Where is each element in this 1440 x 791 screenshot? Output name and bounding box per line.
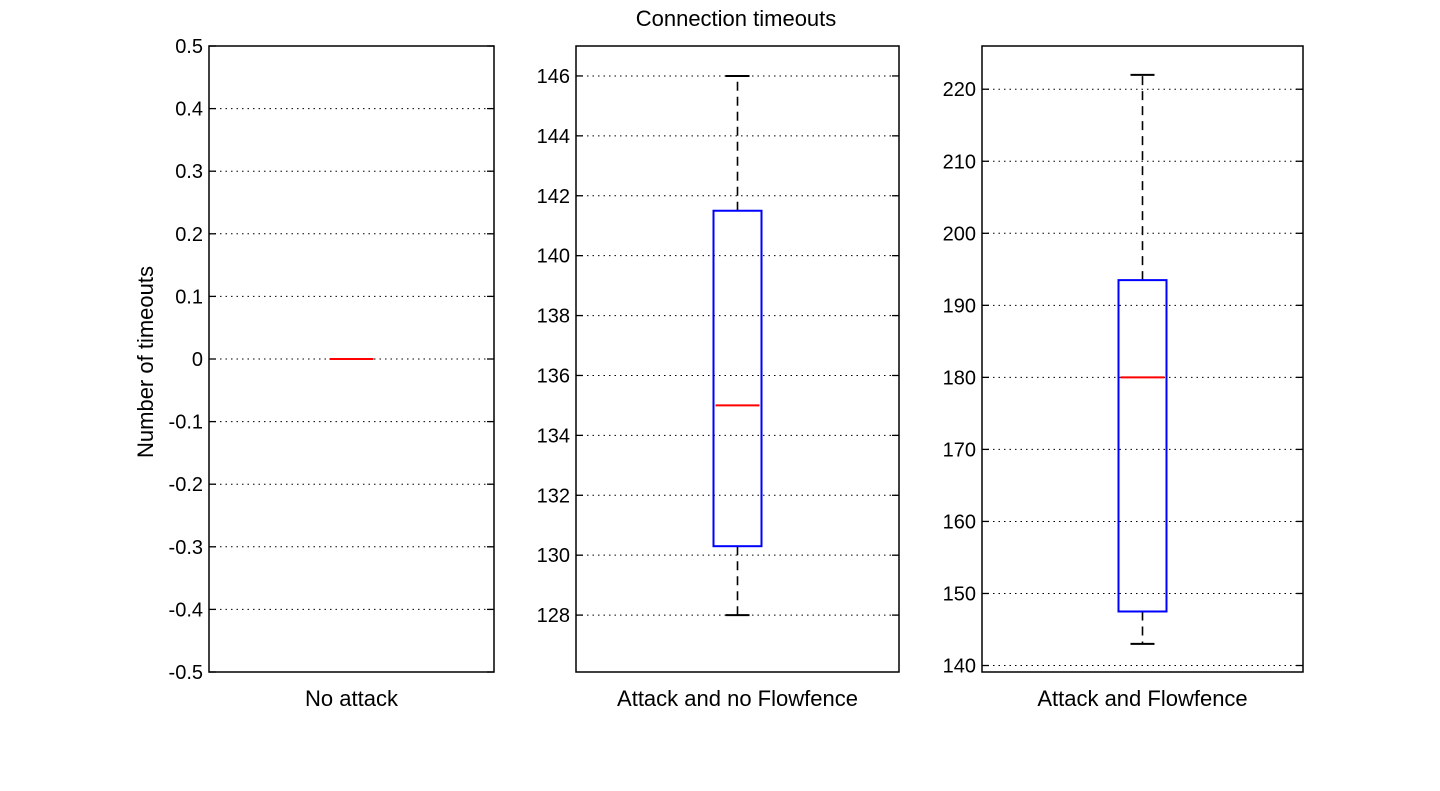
y-tick-label: 210 — [943, 151, 976, 173]
iqr-box — [1117, 279, 1168, 613]
iqr-box — [712, 209, 763, 548]
y-tick-label: -0.4 — [169, 599, 203, 621]
y-tick-label: 146 — [537, 66, 570, 88]
panel-3: 140 150 160 170 180 190 200 210 220 Attack and Fl… — [943, 45, 1304, 711]
axes-frame — [575, 45, 900, 673]
y-tick-label: 180 — [943, 367, 976, 389]
panel-2: 128 130 132 134 136 138 140 142 144 146 Attack and… — [537, 45, 900, 711]
category-label: No attack — [305, 686, 399, 711]
y-tick-label: 136 — [537, 365, 570, 387]
axes-frame — [981, 45, 1304, 673]
y-tick-label: 0.2 — [175, 224, 203, 246]
y-tick-label: 0.5 — [175, 36, 203, 58]
y-tick-label: -0.2 — [169, 474, 203, 496]
y-tick-label: 140 — [537, 246, 570, 268]
y-tick-label: 132 — [537, 485, 570, 507]
y-tick-label: 128 — [537, 605, 570, 627]
y-tick-label: 160 — [943, 511, 976, 533]
y-tick-label: 138 — [537, 306, 570, 328]
y-tick-label: 144 — [537, 126, 570, 148]
y-tick-label: 130 — [537, 545, 570, 567]
y-tick-label: 150 — [943, 583, 976, 605]
y-tick-label: -0.3 — [169, 537, 203, 559]
axes-frame — [208, 45, 495, 673]
panel-1: -0.5 -0.4 -0.3 -0.2 -0.1 0 0.1 0.2 0.3 0.4 0.5 No a… — [169, 36, 495, 711]
y-tick-label: 140 — [943, 656, 976, 678]
y-tick-label: 0.1 — [175, 286, 203, 308]
y-axis-label: Number of timeouts — [133, 266, 158, 458]
y-tick-label: 142 — [537, 186, 570, 208]
category-label: Attack and no Flowfence — [617, 686, 858, 711]
y-tick-label: 170 — [943, 439, 976, 461]
y-tick-label: 0 — [192, 349, 203, 371]
panels-group: -0.5 -0.4 -0.3 -0.2 -0.1 0 0.1 0.2 0.3 0.4 0.5 No a… — [169, 36, 1304, 711]
y-tick-label: 190 — [943, 295, 976, 317]
y-tick-label: -0.5 — [169, 662, 203, 684]
y-tick-label: 0.3 — [175, 161, 203, 183]
y-tick-label: 134 — [537, 425, 570, 447]
y-tick-label: 0.4 — [175, 99, 203, 121]
category-label: Attack and Flowfence — [1037, 686, 1247, 711]
y-tick-label: 200 — [943, 223, 976, 245]
chart-title: Connection timeouts — [636, 6, 837, 31]
y-tick-label: -0.1 — [169, 412, 203, 434]
y-tick-label: 220 — [943, 79, 976, 101]
